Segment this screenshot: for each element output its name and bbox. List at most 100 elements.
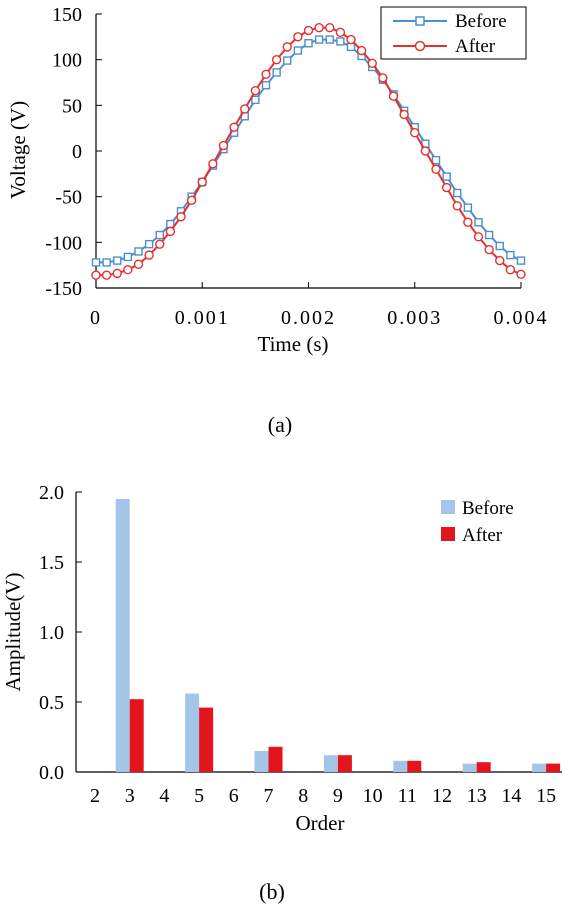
x-tick-label: 0.004 — [494, 307, 549, 329]
x-tick-label: 10 — [363, 785, 383, 807]
data-point-after — [155, 239, 165, 249]
y-tick-label: 0 — [72, 141, 82, 163]
data-point-after — [314, 23, 324, 33]
data-point-after — [495, 255, 505, 266]
data-point-before — [283, 56, 292, 65]
x-tick-label: 3 — [125, 785, 135, 807]
y-tick-label: 1.0 — [39, 622, 64, 644]
bar-after — [546, 763, 561, 772]
data-point-after — [101, 270, 112, 280]
bar-before — [254, 751, 269, 772]
data-point-after — [303, 25, 314, 36]
data-point-after — [293, 32, 303, 42]
data-point-after — [176, 212, 186, 222]
data-point-after — [112, 268, 122, 279]
data-point-before — [453, 188, 462, 198]
data-point-after — [250, 86, 261, 96]
x-tick-label: 0.003 — [387, 307, 442, 329]
caption-b: (b) — [259, 879, 285, 904]
bar-before — [532, 763, 547, 772]
bar-after — [337, 755, 352, 772]
y-tick-label: 0.0 — [39, 762, 64, 784]
x-tick-label: 0.002 — [281, 307, 336, 329]
data-point-before — [123, 252, 133, 262]
data-point-before — [314, 35, 324, 44]
bar-before — [393, 760, 408, 772]
data-point-before — [495, 241, 504, 251]
data-point-after — [516, 269, 526, 279]
bar-before — [462, 763, 477, 772]
data-point-after — [346, 34, 356, 45]
voltage-line-chart: 150 100 50 0 -50 -100 -150 0 0.001 0.002 0.003 0.0… — [6, 4, 549, 437]
legend: Before After — [380, 6, 527, 60]
data-point-before — [325, 35, 334, 44]
x-tick-label: 9 — [333, 785, 343, 807]
data-point-after — [91, 270, 101, 280]
data-point-after — [431, 164, 441, 174]
data-point-before — [293, 46, 303, 55]
x-tick-label: 7 — [264, 785, 274, 807]
data-point-after — [484, 244, 494, 255]
data-point-before — [304, 39, 313, 48]
bar-after — [476, 762, 491, 772]
data-point-before — [261, 81, 271, 90]
legend-before-label: Before — [455, 11, 507, 32]
data-point-before — [474, 218, 483, 227]
x-tick-label: 2 — [90, 785, 100, 807]
data-point-after — [197, 177, 207, 187]
y-tick-label: -50 — [55, 187, 82, 209]
y-axis-label: Voltage (V) — [6, 101, 30, 199]
y-tick-label: -150 — [45, 278, 82, 300]
legend-before-label: Before — [462, 498, 514, 519]
legend-after-label: After — [462, 525, 503, 546]
data-point-after — [240, 104, 250, 114]
data-point-after — [261, 69, 271, 79]
data-point-after — [325, 23, 335, 33]
data-point-before — [431, 155, 441, 165]
x-tick-label: 12 — [432, 785, 452, 807]
data-point-after — [165, 226, 176, 237]
x-tick-label: 4 — [159, 785, 169, 807]
x-tick-label: 6 — [229, 785, 239, 807]
data-point-after — [388, 91, 399, 101]
data-point-after — [218, 140, 229, 151]
data-point-before — [442, 172, 451, 181]
y-tick-label: 150 — [52, 4, 82, 26]
data-point-after — [452, 201, 462, 211]
legend-after-swatch — [441, 527, 455, 541]
x-tick-label: 5 — [194, 785, 204, 807]
y-axis-label: Amplitude(V) — [1, 573, 25, 692]
legend-after-marker — [414, 40, 426, 52]
data-point-after — [144, 250, 154, 260]
x-axis-label: Time (s) — [258, 332, 329, 356]
data-point-after — [367, 58, 377, 69]
data-point-after — [399, 109, 409, 120]
data-point-after — [505, 265, 516, 275]
data-point-before — [463, 203, 473, 212]
data-point-before — [506, 250, 515, 260]
data-point-after — [186, 195, 197, 206]
data-point-before — [484, 230, 494, 240]
data-point-before — [251, 95, 260, 105]
legend-box — [380, 6, 527, 60]
legend-after-label: After — [455, 36, 496, 57]
bar-before — [323, 755, 338, 772]
bar-before — [115, 499, 130, 772]
data-point-after — [229, 122, 239, 132]
data-point-after — [282, 42, 292, 52]
data-point-after — [463, 217, 473, 227]
data-point-before — [272, 68, 281, 77]
bar-after — [268, 746, 283, 772]
x-tick-label: 15 — [536, 785, 556, 807]
data-point-after — [356, 45, 367, 56]
data-point-before — [134, 247, 143, 256]
x-tick-label: 8 — [298, 785, 308, 807]
data-point-before — [113, 256, 122, 265]
data-point-before — [346, 42, 356, 52]
data-point-before — [91, 258, 101, 267]
legend-before-marker — [415, 16, 425, 26]
data-point-after — [208, 159, 218, 169]
data-point-after — [441, 182, 452, 193]
data-point-after — [410, 128, 420, 138]
